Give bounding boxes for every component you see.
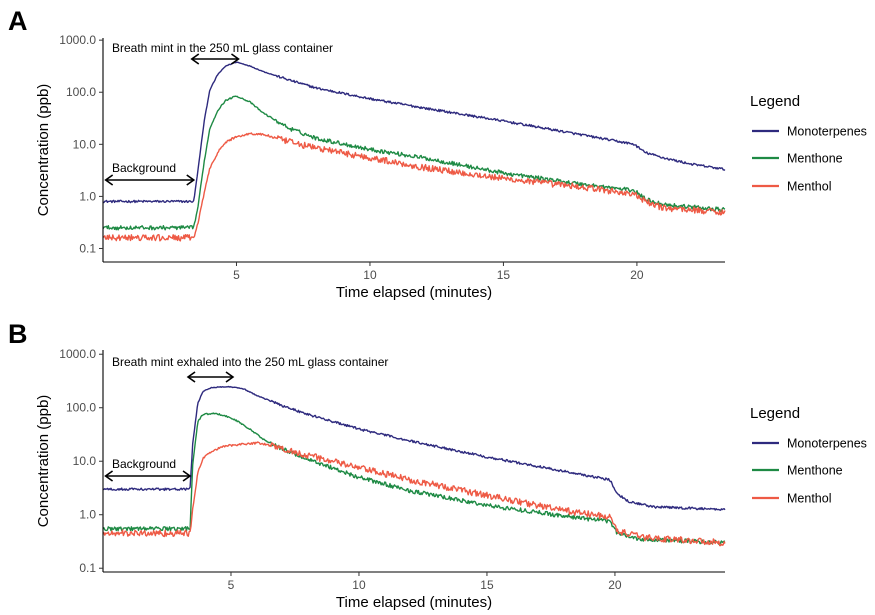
- x-tick-label: 5: [233, 268, 240, 282]
- series-line-menthol: [102, 441, 726, 547]
- x-tick-label: 15: [497, 268, 511, 282]
- x-tick-label: 5: [228, 578, 235, 592]
- y-axis-title: Concentration (ppb): [35, 84, 52, 217]
- annotation-background: Background: [112, 161, 176, 175]
- chart-panel-a: A 0.1 1.0 10.0 100.0 1000.0 5 10 15 20 Time elapse…: [8, 6, 867, 301]
- series-line-monoterpenes: [103, 61, 726, 204]
- panel-letter: A: [8, 6, 28, 36]
- legend-label-menthone: Menthone: [787, 464, 843, 478]
- legend-label-menthol: Menthol: [787, 492, 831, 506]
- y-tick-label: 100.0: [66, 401, 96, 415]
- y-tick-label: 1.0: [79, 508, 96, 522]
- y-tick-label: 0.1: [79, 241, 96, 255]
- annotation-arrow-top-head-left: [186, 371, 196, 383]
- series-line-menthol: [102, 132, 726, 242]
- annotation-arrow-background-head-right: [186, 174, 196, 186]
- annotation-arrow-top-head-left: [190, 53, 200, 65]
- legend-label-monoterpenes: Monoterpenes: [787, 437, 867, 451]
- series-line-menthone: [102, 95, 726, 231]
- x-tick-label: 10: [352, 578, 366, 592]
- legend-title: Legend: [750, 93, 800, 110]
- legend-label-menthol: Menthol: [787, 180, 831, 194]
- annotation-title: Breath mint in the 250 mL glass containe…: [112, 41, 333, 55]
- chart-panel-b: B 0.1 1.0 10.0 100.0 1000.0 5 10 15 20 Time elapse…: [8, 319, 867, 611]
- annotation-arrow-background-head-right: [182, 470, 192, 482]
- annotation-arrow-top-head-right: [225, 371, 235, 383]
- x-tick-label: 15: [480, 578, 494, 592]
- y-tick-label: 1.0: [79, 189, 96, 203]
- y-tick-label: 10.0: [73, 454, 97, 468]
- annotation-arrow-background-head-left: [104, 174, 114, 186]
- x-axis-title: Time elapsed (minutes): [336, 594, 492, 611]
- legend-label-menthone: Menthone: [787, 152, 843, 166]
- x-tick-label: 20: [608, 578, 622, 592]
- annotation-title: Breath mint exhaled into the 250 mL glas…: [112, 355, 388, 369]
- annotation-arrow-background-head-left: [104, 470, 114, 482]
- y-axis-title: Concentration (ppb): [35, 395, 52, 528]
- y-tick-label: 1000.0: [59, 347, 96, 361]
- y-tick-label: 100.0: [66, 85, 96, 99]
- legend-label-monoterpenes: Monoterpenes: [787, 125, 867, 139]
- legend-title: Legend: [750, 405, 800, 422]
- y-tick-label: 0.1: [79, 561, 96, 575]
- x-tick-label: 10: [363, 268, 377, 282]
- annotation-background: Background: [112, 457, 176, 471]
- x-axis-title: Time elapsed (minutes): [336, 284, 492, 301]
- series-line-monoterpenes: [102, 385, 726, 511]
- y-tick-label: 1000.0: [59, 33, 96, 47]
- panel-letter: B: [8, 319, 28, 349]
- x-tick-label: 20: [630, 268, 644, 282]
- y-tick-label: 10.0: [73, 137, 97, 151]
- annotation-arrow-top-head-right: [231, 53, 240, 65]
